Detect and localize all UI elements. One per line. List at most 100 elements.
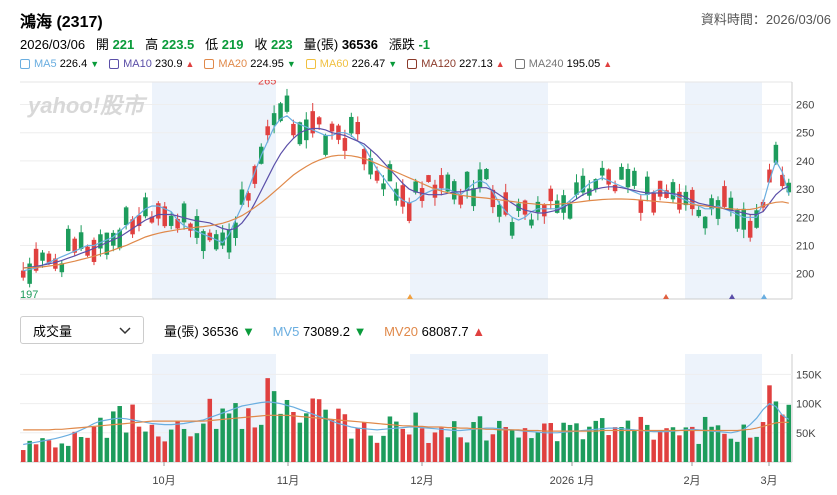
candle bbox=[780, 174, 785, 187]
candle bbox=[20, 270, 26, 278]
candle bbox=[117, 229, 122, 249]
volume-bar bbox=[156, 436, 161, 462]
candle bbox=[136, 215, 142, 227]
candle bbox=[464, 171, 470, 191]
volume-bar bbox=[265, 378, 270, 462]
volume-bar bbox=[690, 426, 695, 462]
checkbox-icon[interactable] bbox=[407, 59, 418, 69]
volume-bar bbox=[683, 427, 689, 462]
candle bbox=[439, 175, 444, 189]
candle bbox=[542, 204, 547, 217]
volume-bar bbox=[194, 433, 200, 462]
volume-bar bbox=[394, 421, 399, 462]
checkbox-icon[interactable] bbox=[109, 59, 120, 69]
y-tick-label: 240 bbox=[796, 156, 814, 168]
volume-bar bbox=[271, 391, 277, 462]
volume-bar bbox=[368, 435, 373, 462]
volume-bar bbox=[735, 441, 740, 462]
candle bbox=[46, 253, 52, 263]
volume-bar bbox=[657, 431, 663, 462]
volume-bar bbox=[754, 436, 759, 462]
volume-bar bbox=[516, 437, 521, 462]
volume-bar bbox=[27, 440, 32, 462]
indicator-select[interactable]: 成交量 bbox=[20, 316, 144, 344]
candle bbox=[709, 198, 714, 210]
checkbox-icon[interactable] bbox=[514, 59, 525, 69]
volume-bar bbox=[535, 432, 541, 462]
volume-bar bbox=[471, 422, 476, 462]
volume-bar bbox=[104, 437, 110, 462]
candle bbox=[123, 207, 129, 226]
stock-title: 鴻海 (2317) bbox=[20, 14, 103, 31]
volume-bar bbox=[207, 398, 213, 462]
candle bbox=[432, 184, 438, 198]
x-tick-label: 2026 1月 bbox=[550, 475, 595, 487]
ma-line-ma5 bbox=[23, 115, 790, 272]
volume-bar bbox=[419, 428, 425, 462]
candle bbox=[522, 200, 528, 215]
candle bbox=[413, 181, 418, 193]
ma-legend-ma60[interactable]: MA60 226.47 ▼ bbox=[305, 58, 397, 70]
candle bbox=[677, 191, 682, 210]
candle bbox=[181, 203, 187, 223]
volume-bar bbox=[239, 428, 245, 462]
checkbox-icon[interactable] bbox=[305, 59, 316, 69]
candle bbox=[316, 117, 322, 125]
volume-bar bbox=[651, 439, 656, 462]
volume-bar bbox=[310, 398, 315, 462]
high-label: 高 bbox=[145, 37, 159, 52]
candle bbox=[342, 138, 348, 151]
low-value: 219 bbox=[221, 37, 244, 52]
volume-bar bbox=[374, 442, 380, 462]
event-marker-icon bbox=[761, 294, 767, 299]
open-label: 開 bbox=[95, 37, 109, 52]
candle bbox=[233, 222, 238, 239]
candle bbox=[349, 116, 354, 134]
mv20-label: MV20 bbox=[384, 324, 419, 339]
ma120-value: 227.13 bbox=[459, 58, 493, 70]
y-tick-label: 230 bbox=[796, 184, 814, 196]
candle bbox=[252, 166, 258, 184]
candle bbox=[149, 216, 155, 223]
volume-bar bbox=[246, 408, 251, 462]
candle bbox=[387, 164, 393, 182]
volume-bar bbox=[426, 442, 431, 462]
checkbox-icon[interactable] bbox=[20, 59, 30, 69]
volume-bar bbox=[258, 424, 264, 462]
candle bbox=[130, 219, 135, 235]
checkbox-icon[interactable] bbox=[204, 59, 215, 69]
volume-bar bbox=[91, 426, 97, 462]
candle bbox=[65, 228, 71, 252]
candle bbox=[59, 263, 65, 273]
candle bbox=[284, 95, 290, 112]
ma-legend-ma5[interactable]: MA5 226.4 ▼ bbox=[20, 58, 99, 70]
volume-bar bbox=[484, 440, 489, 462]
candle bbox=[53, 258, 58, 269]
ma-legend-ma240[interactable]: MA240 195.05 ▲ bbox=[514, 58, 612, 70]
candle bbox=[78, 232, 84, 250]
volume-bar bbox=[561, 422, 566, 462]
volume-chart[interactable]: 50K 100K 150K 10月 11月 12月 2026 1月 2月 3月 bbox=[0, 352, 837, 495]
volume-bar bbox=[542, 423, 547, 462]
ma-legend-ma10[interactable]: MA10 230.9 ▲ bbox=[109, 58, 194, 70]
vol-dir: ▼ bbox=[242, 324, 255, 339]
candle bbox=[104, 232, 110, 255]
x-tick-label: 12月 bbox=[410, 475, 433, 487]
volume-bar bbox=[85, 437, 90, 462]
x-tick-label: 11月 bbox=[277, 475, 299, 487]
ma-legend-ma120[interactable]: MA120 227.13 ▲ bbox=[407, 58, 505, 70]
y-tick-label: 260 bbox=[796, 100, 814, 112]
price-chart[interactable]: 200 210 220 230 240 250 260 yahoo!股市 265 197 bbox=[0, 80, 837, 305]
volume-value: 36536 bbox=[341, 37, 378, 52]
volume-bar bbox=[349, 438, 354, 462]
x-tick-label: 10月 bbox=[152, 475, 175, 487]
volume-bar bbox=[59, 443, 65, 462]
volume-bar bbox=[149, 424, 155, 462]
volume-bar bbox=[213, 428, 219, 462]
ma10-dir: ▲ bbox=[185, 59, 195, 69]
candle bbox=[767, 169, 772, 183]
ma-legend-ma20[interactable]: MA20 224.95 ▼ bbox=[204, 58, 296, 70]
volume-bar bbox=[574, 423, 579, 462]
candle bbox=[329, 123, 335, 132]
candle bbox=[310, 111, 315, 134]
